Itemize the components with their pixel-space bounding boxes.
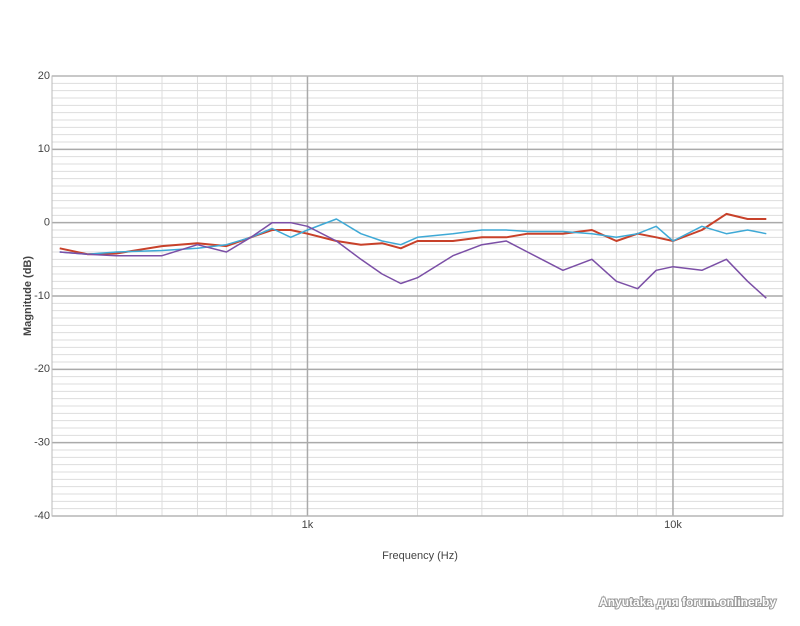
plot-frame	[51, 75, 784, 517]
y-tick-label: 10	[38, 143, 50, 155]
y-tick-label: -40	[34, 510, 50, 522]
series-line	[59, 218, 767, 255]
y-tick-label: -30	[34, 437, 50, 449]
y-tick-label: -20	[34, 363, 50, 375]
watermark: Anyutaka для forum.onliner.by	[599, 595, 776, 609]
y-tick-label: -10	[34, 290, 50, 302]
x-axis-label: Frequency (Hz)	[382, 550, 458, 562]
y-tick-label: 20	[38, 70, 50, 82]
y-tick-label: 0	[44, 217, 50, 229]
series-line	[59, 221, 767, 299]
x-tick-label: 10k	[664, 519, 682, 531]
series-line	[59, 212, 767, 256]
grid	[52, 75, 783, 517]
x-tick-label: 1k	[302, 519, 314, 531]
y-axis-label: Magnitude (dB)	[22, 256, 34, 336]
